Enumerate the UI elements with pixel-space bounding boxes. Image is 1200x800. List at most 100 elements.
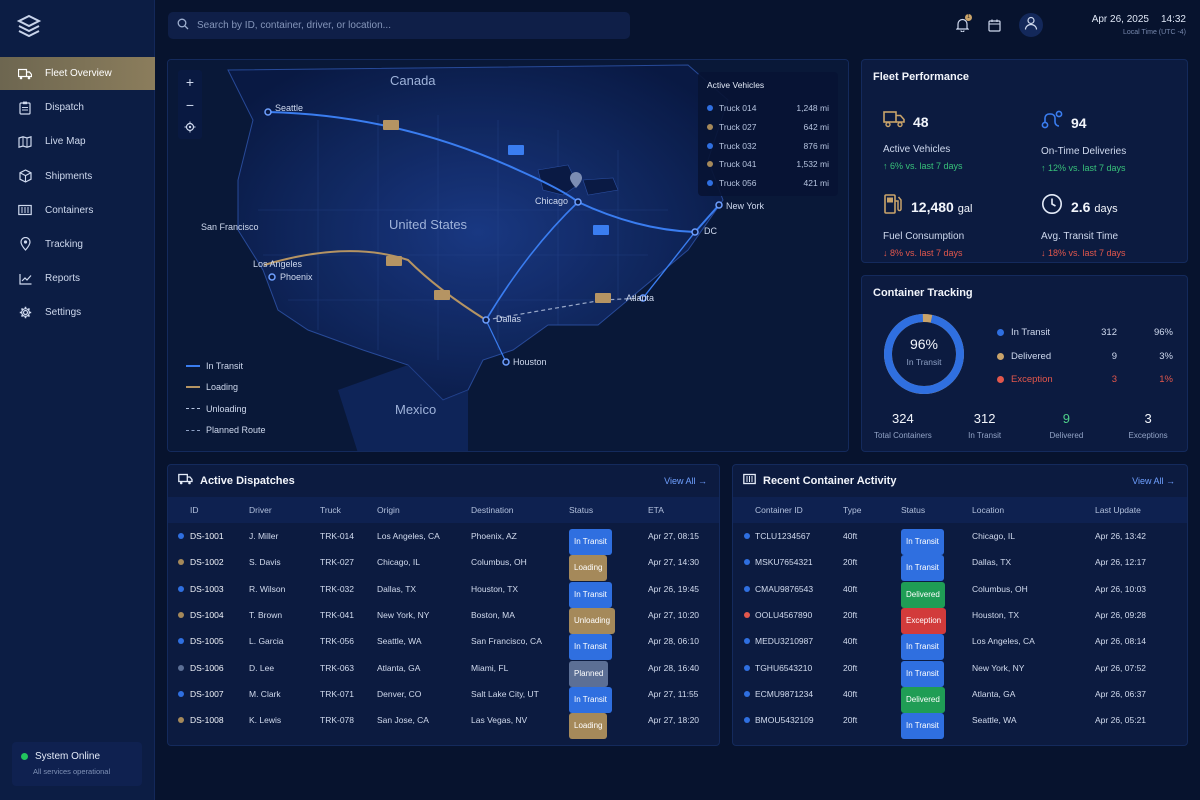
stat-in-transit: 312 In Transit <box>944 411 1026 440</box>
table-row[interactable]: DS-1008 K. Lewis TRK-078 San Jose, CA Las Ve… <box>168 707 719 740</box>
cell-location: Los Angeles, CA <box>972 636 1035 647</box>
calendar-icon[interactable] <box>986 16 1002 34</box>
dispatch-id[interactable]: DS-1007 <box>190 688 224 699</box>
col-header[interactable]: Status <box>569 505 594 515</box>
table-row[interactable]: MSKU7654321 20ft In Transit Dallas, TX Apr 2… <box>733 549 1187 582</box>
dispatch-id[interactable]: DS-1002 <box>190 557 224 568</box>
cell-eta: Apr 28, 06:10 <box>648 636 700 647</box>
sidebar-item-live-map[interactable]: Live Map <box>0 125 155 158</box>
row-status-dot <box>744 717 750 724</box>
table-row[interactable]: DS-1005 L. Garcia TRK-056 Seattle, WA San Fr… <box>168 628 719 661</box>
map-label-chicago: Chicago <box>535 196 569 206</box>
vehicle-row[interactable]: Truck 014 1,248 mi <box>707 99 829 118</box>
container-id[interactable]: TCLU1234567 <box>755 531 811 541</box>
cell-driver: T. Brown <box>249 609 283 620</box>
table-row[interactable]: BMOU5432109 20ft In Transit Seattle, WA Apr … <box>733 707 1187 740</box>
cell-origin: Dallas, TX <box>377 583 417 594</box>
legend-row-in-transit: In Transit 312 96% <box>997 321 1173 345</box>
cell-location: Atlanta, GA <box>972 688 1016 699</box>
table-row[interactable]: DS-1001 J. Miller TRK-014 Los Angeles, CA Ph… <box>168 523 719 555</box>
container-id[interactable]: ECMU9871234 <box>755 688 814 699</box>
dispatch-id[interactable]: DS-1005 <box>190 636 224 647</box>
table-row[interactable]: TCLU1234567 40ft In Transit Chicago, IL Apr … <box>733 523 1187 555</box>
table-row[interactable]: DS-1007 M. Clark TRK-071 Denver, CO Salt Lak… <box>168 681 719 713</box>
container-id[interactable]: MSKU7654321 <box>755 557 813 568</box>
table-row[interactable]: MEDU3210987 40ft In Transit Los Angeles, CA… <box>733 628 1187 661</box>
container-id[interactable]: CMAU9876543 <box>755 583 814 594</box>
stat-value: 9 <box>1062 411 1070 426</box>
vehicle-row[interactable]: Truck 027 642 mi <box>707 118 829 137</box>
search-box <box>168 12 630 39</box>
table-row[interactable]: CMAU9876543 40ft Delivered Columbus, OH Apr … <box>733 576 1187 608</box>
col-header[interactable]: ID <box>190 505 199 515</box>
table-row[interactable]: DS-1003 R. Wilson TRK-032 Dallas, TX Houston… <box>168 576 719 608</box>
active-vehicles-title: Active Vehicles <box>707 80 765 90</box>
container-id[interactable]: MEDU3210987 <box>755 636 814 647</box>
cell-location: New York, NY <box>972 662 1025 673</box>
col-header[interactable]: Driver <box>249 505 272 515</box>
sidebar-item-fleet-overview[interactable]: Fleet Overview <box>0 57 155 90</box>
col-header[interactable]: Last Update <box>1095 505 1141 515</box>
vehicle-name: Truck 014 <box>719 103 757 114</box>
avatar[interactable] <box>1019 13 1043 37</box>
table-row[interactable]: DS-1002 S. Davis TRK-027 Chicago, IL Columbu… <box>168 549 719 582</box>
table-row[interactable]: DS-1006 D. Lee TRK-063 Atlanta, GA Miami, FL… <box>168 655 719 687</box>
vehicle-dot <box>707 142 713 149</box>
cell-eta: Apr 27, 14:30 <box>648 557 700 568</box>
zoom-out-button[interactable]: − <box>185 96 195 113</box>
vehicle-row[interactable]: Truck 041 1,532 mi <box>707 155 829 174</box>
dispatch-id[interactable]: DS-1003 <box>190 583 224 594</box>
cell-truck: TRK-041 <box>320 609 355 620</box>
table-row[interactable]: OOLU4567890 20ft Exception Houston, TX Apr 2… <box>733 602 1187 634</box>
dispatch-id[interactable]: DS-1004 <box>190 609 224 620</box>
col-header[interactable]: Status <box>901 505 926 515</box>
container-id[interactable]: BMOU5432109 <box>755 715 814 726</box>
col-header[interactable]: Truck <box>320 505 341 515</box>
dispatch-id[interactable]: DS-1008 <box>190 715 224 726</box>
metric-label: Avg. Transit Time <box>1041 231 1119 242</box>
sidebar-item-shipments[interactable]: Shipments <box>0 160 155 193</box>
vehicle-row[interactable]: Truck 032 876 mi <box>707 136 829 155</box>
col-header[interactable]: ETA <box>648 505 664 515</box>
metric-on-time: 94 On-Time Deliveries ↑ 12% vs. last 7 d… <box>1041 110 1191 173</box>
table-row[interactable]: ECMU9871234 40ft Delivered Atlanta, GA Apr 2… <box>733 681 1187 713</box>
locate-button[interactable] <box>178 116 202 139</box>
dispatch-id[interactable]: DS-1001 <box>190 531 224 541</box>
row-status-dot <box>744 664 750 671</box>
sidebar-item-dispatch[interactable]: Dispatch <box>0 91 155 124</box>
cell-truck: TRK-078 <box>320 715 355 726</box>
cell-type: 40ft <box>843 688 858 699</box>
map-label-dallas: Dallas <box>496 314 522 324</box>
status-badge: In Transit <box>901 660 944 687</box>
sidebar-item-label: Dispatch <box>45 102 84 114</box>
dispatch-id[interactable]: DS-1006 <box>190 662 224 673</box>
fuel-icon <box>883 193 903 220</box>
cell-last-update: Apr 26, 08:14 <box>1095 636 1147 647</box>
view-all-link[interactable]: View All → <box>664 476 707 486</box>
search-input[interactable] <box>197 20 617 31</box>
system-status-title: System Online <box>35 751 101 762</box>
sidebar-item-settings[interactable]: Settings <box>0 296 155 329</box>
container-id[interactable]: TGHU6543210 <box>755 662 813 673</box>
col-header[interactable]: Destination <box>471 505 514 515</box>
live-map-panel[interactable]: + − Canada United States Mexico Seattle … <box>167 59 849 452</box>
col-header[interactable]: Origin <box>377 505 400 515</box>
container-id[interactable]: OOLU4567890 <box>755 609 813 620</box>
view-all-link[interactable]: View All → <box>1132 476 1175 486</box>
row-status-dot <box>178 533 184 539</box>
table-row[interactable]: DS-1004 T. Brown TRK-041 New York, NY Boston… <box>168 602 719 634</box>
zoom-in-button[interactable]: + <box>185 73 195 90</box>
col-header[interactable]: Container ID <box>755 505 803 515</box>
bell-icon[interactable]: 1 <box>954 14 972 34</box>
col-header[interactable]: Type <box>843 505 862 515</box>
panel-title: Active Dispatches <box>200 475 295 487</box>
sidebar-item-containers[interactable]: Containers <box>0 194 155 227</box>
metric-value: 94 <box>1071 114 1087 131</box>
table-row[interactable]: TGHU6543210 20ft In Transit New York, NY Apr… <box>733 655 1187 687</box>
vehicle-row[interactable]: Truck 056 421 mi <box>707 174 829 193</box>
col-header[interactable]: Location <box>972 505 1005 515</box>
sidebar-item-reports[interactable]: Reports <box>0 262 155 295</box>
sidebar-item-tracking[interactable]: Tracking <box>0 228 155 261</box>
sidebar-item-label: Fleet Overview <box>45 68 112 79</box>
cell-origin: New York, NY <box>377 609 430 620</box>
